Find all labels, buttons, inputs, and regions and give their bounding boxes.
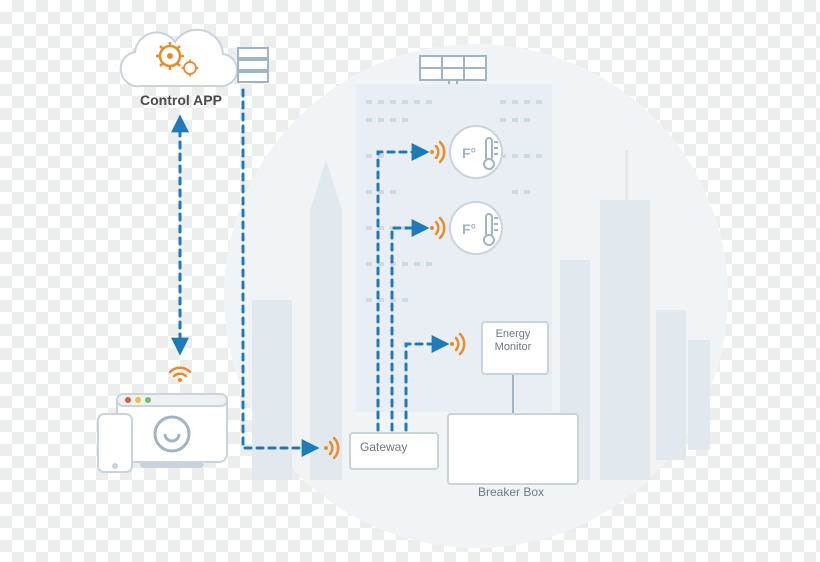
cloud-icon xyxy=(121,30,268,87)
breaker-label: Breaker Box xyxy=(447,486,575,500)
solar-panel-icon xyxy=(420,56,486,84)
diagram-canvas: F° F° xyxy=(0,0,820,562)
control-app-label: Control APP xyxy=(140,92,222,108)
breaker-box xyxy=(447,413,579,485)
temp-sensor-2: F° xyxy=(450,202,502,254)
server-icon xyxy=(238,48,268,82)
devices-icon xyxy=(98,394,227,472)
svg-text:F°: F° xyxy=(462,221,476,237)
temp-sensor-1: F° xyxy=(450,126,502,178)
gateway-label: Gateway xyxy=(360,441,407,455)
svg-text:F°: F° xyxy=(462,145,476,161)
energy-monitor-label: Energy Monitor xyxy=(481,328,545,353)
